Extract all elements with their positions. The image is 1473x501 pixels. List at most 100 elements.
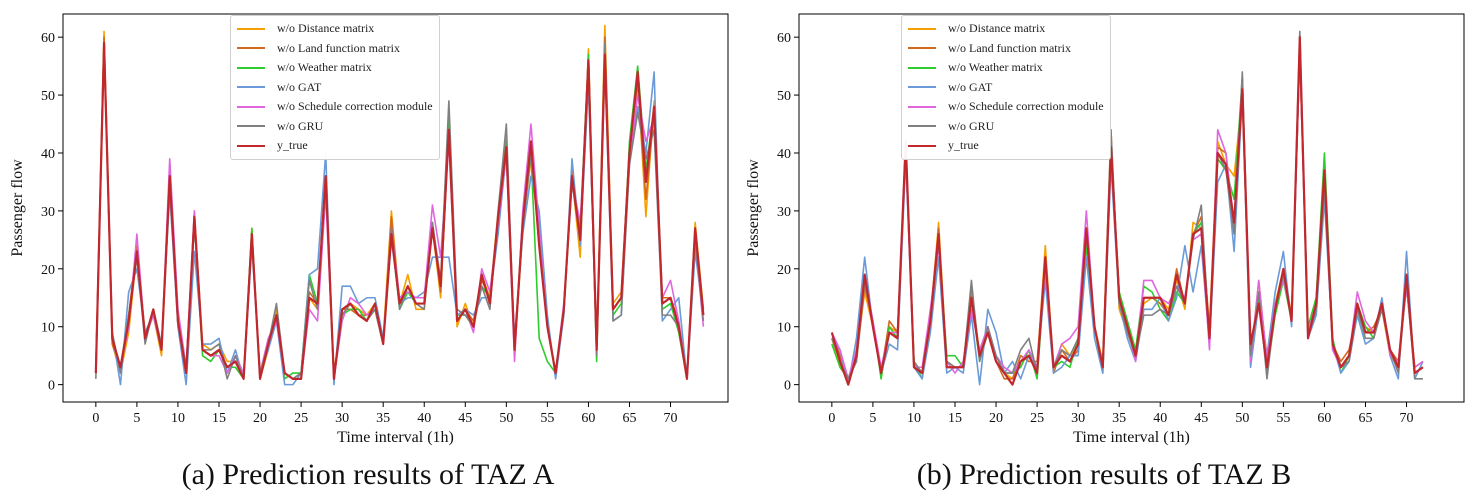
chart-b: 0 5 10 15 20 25 30 35 40 45 50 55 60 65 70 0 10 20 30 40 50 6…	[745, 13, 1465, 446]
x-tick-label: 35	[376, 411, 390, 426]
x-tick-label: 70	[1400, 411, 1414, 426]
legend-label: w/o GRU	[277, 118, 324, 133]
legend-item: w/o Schedule correction module	[908, 97, 1104, 117]
legend-swatch	[908, 125, 936, 128]
x-tick-label: 40	[417, 411, 431, 426]
legend-label: w/o Schedule correction module	[948, 99, 1104, 114]
y-tick-label: 50	[777, 89, 791, 104]
legend-label: w/o Schedule correction module	[277, 99, 433, 114]
legend-swatch	[908, 86, 936, 89]
legend-label: y_true	[948, 138, 979, 153]
x-tick-label: 55	[1276, 411, 1290, 426]
y-tick-label: 60	[777, 31, 791, 46]
x-tick-label: 45	[458, 411, 472, 426]
y-tick-label: 40	[777, 147, 791, 162]
x-tick-label: 25	[1030, 411, 1044, 426]
legend-label: w/o Distance matrix	[277, 21, 375, 36]
x-tick-label: 10	[171, 411, 185, 426]
y-tick-label: 20	[41, 263, 55, 278]
legend-item: w/o Land function matrix	[237, 39, 433, 59]
y-tick-label: 30	[41, 205, 55, 220]
x-tick-label: 20	[989, 411, 1003, 426]
legend-item: w/o GAT	[237, 78, 433, 98]
y-tick-label: 40	[41, 147, 55, 162]
y-tick-label: 50	[41, 89, 55, 104]
legend-item: y_true	[908, 136, 1104, 156]
legend-item: w/o Weather matrix	[237, 58, 433, 78]
caption-b: (b) Prediction results of TAZ B	[916, 458, 1292, 491]
legend-label: w/o Land function matrix	[277, 40, 400, 55]
legend-a: w/o Distance matrix w/o Land function ma…	[230, 15, 440, 160]
x-tick-label: 10	[907, 411, 921, 426]
chart-panel-b: 0 5 10 15 20 25 30 35 40 45 50 55 60 65 70 0 10 20 30 40 50 6…	[736, 0, 1472, 501]
x-tick-label: 60	[1317, 411, 1331, 426]
legend-label: w/o Weather matrix	[277, 60, 372, 75]
legend-label: w/o GAT	[277, 79, 322, 94]
x-tick-label: 60	[581, 411, 595, 426]
x-tick-label: 15	[948, 411, 962, 426]
legend-item: w/o Weather matrix	[908, 58, 1104, 78]
legend-swatch	[237, 144, 265, 147]
chart-panel-a: 0 5 10 15 20 25 30 35 40 45 50 55 60 65 70 0 10 20 30 40 50 6…	[0, 0, 736, 501]
legend-item: w/o GRU	[908, 117, 1104, 137]
series-group	[830, 30, 1424, 386]
x-tick-label: 50	[499, 411, 513, 426]
x-tick-label: 55	[540, 411, 554, 426]
legend-item: w/o Distance matrix	[908, 19, 1104, 39]
legend-item: w/o GRU	[237, 117, 433, 137]
chart-a: 0 5 10 15 20 25 30 35 40 45 50 55 60 65 70 0 10 20 30 40 50 6…	[9, 13, 729, 446]
x-tick-label: 40	[1153, 411, 1167, 426]
y-axis-label: Passenger flow	[9, 159, 26, 257]
legend-swatch	[237, 86, 265, 89]
y-tick-label: 10	[777, 321, 791, 336]
legend-label: y_true	[277, 138, 308, 153]
x-tick-label: 0	[92, 411, 99, 426]
series-line-y-true	[830, 36, 1424, 386]
legend-item: w/o GAT	[908, 78, 1104, 98]
x-tick-label: 20	[253, 411, 267, 426]
x-tick-label: 35	[1112, 411, 1126, 426]
legend-swatch	[908, 66, 936, 69]
x-tick-label: 50	[1235, 411, 1249, 426]
y-tick-label: 0	[48, 379, 55, 394]
legend-swatch	[237, 105, 265, 108]
x-tick-label: 5	[869, 411, 876, 426]
x-tick-label: 30	[335, 411, 349, 426]
legend-label: w/o Land function matrix	[948, 40, 1071, 55]
series-group	[94, 24, 705, 386]
x-tick-label: 70	[664, 411, 678, 426]
legend-swatch	[237, 66, 265, 69]
plot-frame	[62, 13, 729, 403]
legend-label: w/o GAT	[948, 79, 993, 94]
y-tick-label: 10	[41, 321, 55, 336]
x-tick-label: 65	[1358, 411, 1372, 426]
x-tick-label: 5	[133, 411, 140, 426]
x-tick-label: 45	[1194, 411, 1208, 426]
y-axis-label: Passenger flow	[745, 159, 762, 257]
legend-swatch	[908, 47, 936, 50]
y-tick-label: 60	[41, 31, 55, 46]
legend-swatch	[237, 47, 265, 50]
legend-item: w/o Schedule correction module	[237, 97, 433, 117]
legend-item: y_true	[237, 136, 433, 156]
legend-swatch	[237, 27, 265, 30]
x-tick-label: 65	[622, 411, 636, 426]
legend-b: w/o Distance matrix w/o Land function ma…	[901, 15, 1111, 160]
x-tick-label: 30	[1071, 411, 1085, 426]
legend-label: w/o Distance matrix	[948, 21, 1046, 36]
legend-swatch	[908, 27, 936, 30]
legend-item: w/o Distance matrix	[237, 19, 433, 39]
legend-label: w/o GRU	[948, 118, 995, 133]
legend-swatch	[908, 144, 936, 147]
legend-item: w/o Land function matrix	[908, 39, 1104, 59]
x-axis-label: Time interval (1h)	[337, 429, 454, 446]
x-tick-label: 0	[828, 411, 835, 426]
plot-frame	[798, 13, 1465, 403]
x-tick-label: 25	[294, 411, 308, 426]
legend-swatch	[908, 105, 936, 108]
y-tick-label: 20	[777, 263, 791, 278]
y-tick-label: 30	[777, 205, 791, 220]
legend-label: w/o Weather matrix	[948, 60, 1043, 75]
y-tick-label: 0	[784, 379, 791, 394]
x-axis-label: Time interval (1h)	[1073, 429, 1190, 446]
